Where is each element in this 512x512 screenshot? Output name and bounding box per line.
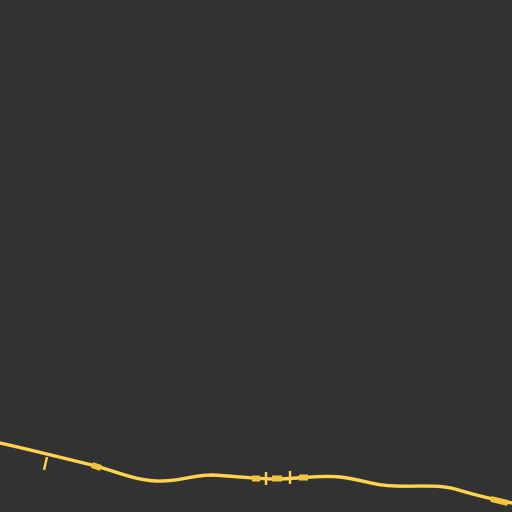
road-junction-markers	[42, 456, 509, 506]
junction-marker-a	[91, 462, 102, 471]
junction-marker-e	[490, 496, 509, 506]
spur-road-left	[42, 456, 49, 471]
